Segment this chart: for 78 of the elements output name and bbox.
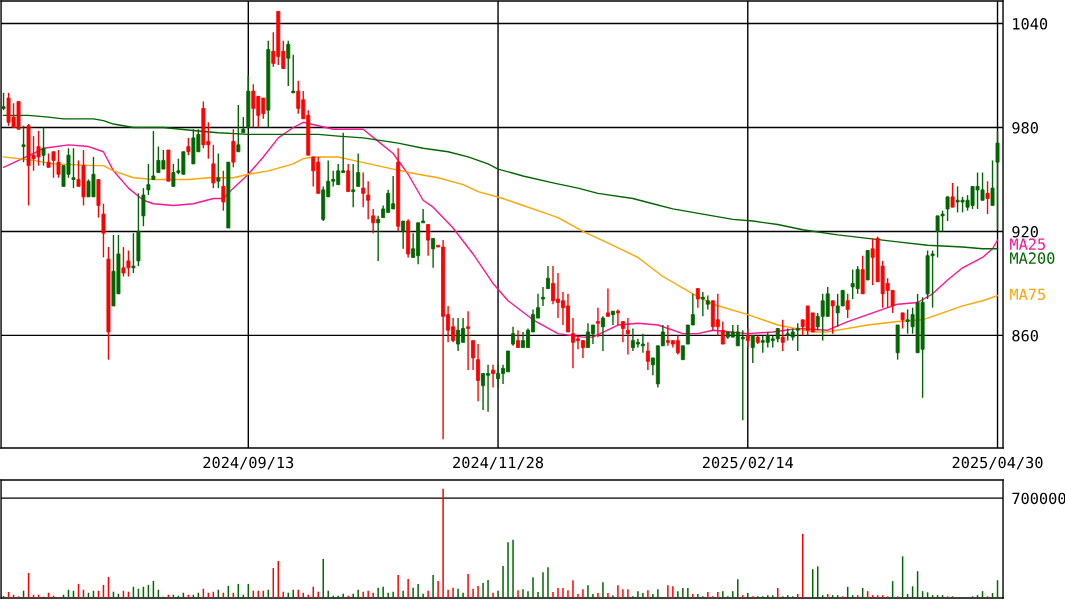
- x-tick-label: 2025/02/14: [702, 456, 794, 470]
- candlestick: [645, 341, 650, 371]
- candlestick: [51, 151, 56, 179]
- y-tick-label: 1040: [1013, 18, 1048, 30]
- candlestick: [780, 319, 785, 352]
- candlestick: [496, 364, 501, 389]
- candlestick: [830, 300, 835, 335]
- y-tick-label: 920: [1012, 225, 1038, 238]
- x-tick-label: 2024/11/28: [453, 456, 544, 470]
- y-tick-label: 980: [1012, 122, 1038, 134]
- candlestick: [990, 159, 995, 207]
- candlestick: [131, 232, 136, 274]
- candlestick: [286, 40, 291, 87]
- candlestick: [211, 144, 216, 189]
- x-tick-label: 2025/04/30: [952, 456, 1043, 470]
- candlestick: [476, 343, 481, 402]
- candlestick: [845, 293, 850, 319]
- candlestick: [600, 315, 605, 352]
- candlestick: [615, 308, 620, 326]
- candlestick: [471, 339, 476, 371]
- candlestick: [720, 320, 725, 345]
- candlestick: [675, 334, 680, 356]
- candlestick: [695, 287, 700, 309]
- candlestick: [950, 182, 955, 208]
- candlestick: [101, 203, 106, 259]
- candlestick: [356, 152, 361, 188]
- candlestick: [431, 237, 436, 269]
- candlestick: [291, 54, 296, 94]
- candlestick: [426, 223, 431, 257]
- candlestick: [750, 334, 755, 364]
- series-label: MA25: [1010, 238, 1045, 250]
- candlestick: [296, 80, 301, 115]
- candlestick: [351, 163, 356, 208]
- candlestick: [985, 180, 990, 215]
- candlestick: [945, 196, 950, 222]
- candlestick: [456, 317, 461, 352]
- candlestick: [590, 324, 595, 345]
- candlestick: [366, 180, 371, 221]
- candlestick: [491, 364, 496, 389]
- y-tick-label: 700000: [1012, 492, 1065, 505]
- candlestick: [71, 147, 76, 189]
- candlestick: [995, 130, 1000, 231]
- candlestick: [610, 310, 615, 326]
- candlestick: [361, 171, 366, 208]
- candlestick: [715, 293, 720, 337]
- candlestick: [216, 152, 221, 189]
- candlestick: [700, 291, 705, 318]
- candlestick: [151, 130, 156, 181]
- candlestick: [371, 208, 376, 234]
- candlestick: [41, 126, 46, 167]
- candlestick: [640, 332, 645, 354]
- candlestick: [546, 265, 550, 290]
- candlestick: [740, 329, 745, 421]
- series-label: MA75: [1010, 288, 1045, 301]
- candlestick: [146, 163, 151, 196]
- candlestick: [541, 286, 545, 307]
- candlestick: [625, 317, 630, 356]
- candlestick: [511, 326, 515, 347]
- candlestick: [605, 287, 610, 318]
- candlestick: [481, 372, 486, 411]
- candlestick: [466, 310, 471, 371]
- y-tick-label: 860: [1012, 329, 1038, 342]
- candlestick: [825, 286, 830, 318]
- candlestick: [795, 322, 800, 352]
- candlestick: [21, 125, 26, 163]
- candlestick: [56, 149, 61, 179]
- candlestick: [346, 163, 351, 193]
- candlestick: [401, 220, 406, 250]
- candlestick: [376, 215, 381, 262]
- x-tick-label: 2024/09/13: [203, 456, 294, 470]
- candlestick: [141, 187, 146, 227]
- candlestick: [231, 128, 236, 169]
- candlestick: [251, 83, 256, 129]
- candlestick: [595, 306, 600, 338]
- candlestick: [745, 327, 750, 349]
- candlestick: [620, 320, 625, 344]
- series-label: MA200: [1010, 252, 1055, 264]
- candlestick: [221, 170, 226, 212]
